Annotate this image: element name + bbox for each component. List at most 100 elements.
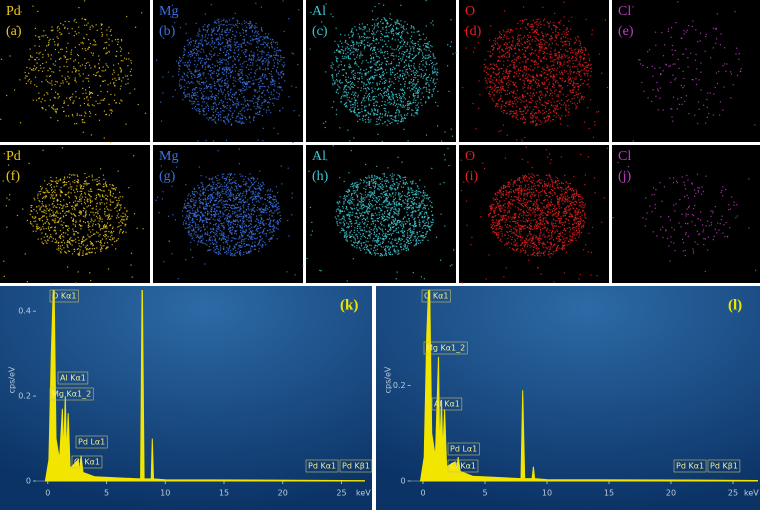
dot bbox=[523, 72, 525, 74]
dot bbox=[51, 188, 53, 190]
dot bbox=[245, 83, 247, 85]
dot bbox=[386, 99, 389, 101]
dot bbox=[232, 60, 234, 62]
dot bbox=[500, 33, 502, 36]
dot bbox=[253, 116, 255, 118]
dot bbox=[377, 17, 379, 19]
dot bbox=[374, 110, 376, 112]
dot bbox=[347, 99, 349, 101]
dot bbox=[497, 60, 499, 62]
dot bbox=[351, 36, 353, 38]
dot bbox=[228, 31, 230, 34]
dot bbox=[205, 39, 207, 41]
dot bbox=[262, 74, 264, 76]
dot bbox=[220, 91, 222, 93]
dot bbox=[193, 100, 195, 102]
dot bbox=[6, 94, 8, 97]
dot bbox=[391, 61, 393, 63]
dot bbox=[244, 38, 246, 40]
dot bbox=[517, 44, 519, 46]
dot bbox=[238, 101, 240, 103]
dot bbox=[279, 74, 281, 76]
dot bbox=[73, 67, 75, 69]
dot bbox=[541, 68, 543, 70]
dot bbox=[200, 61, 202, 63]
dot bbox=[194, 105, 197, 107]
dot bbox=[398, 31, 400, 34]
dot bbox=[254, 38, 256, 40]
dot bbox=[210, 70, 212, 72]
dot bbox=[69, 58, 72, 60]
dot bbox=[577, 96, 579, 98]
dot bbox=[212, 78, 214, 80]
dot bbox=[71, 113, 73, 116]
dot bbox=[91, 104, 94, 106]
dot bbox=[546, 110, 548, 113]
dot bbox=[514, 68, 516, 70]
dot bbox=[205, 97, 207, 99]
dot bbox=[228, 121, 230, 123]
dot bbox=[573, 43, 575, 45]
dot bbox=[234, 52, 236, 54]
dot bbox=[655, 31, 657, 33]
dot bbox=[525, 61, 527, 63]
dot bbox=[208, 66, 210, 68]
dot bbox=[400, 60, 402, 62]
dot bbox=[357, 94, 359, 96]
dot bbox=[680, 37, 682, 39]
dot bbox=[246, 34, 248, 36]
dot bbox=[524, 121, 526, 123]
dot bbox=[503, 54, 505, 56]
dot bbox=[499, 36, 501, 38]
dot bbox=[566, 61, 568, 63]
dot bbox=[550, 39, 552, 41]
dot bbox=[373, 78, 375, 80]
dot bbox=[257, 107, 259, 109]
dot bbox=[415, 104, 417, 106]
dot bbox=[224, 94, 227, 96]
dot bbox=[429, 89, 431, 91]
dot bbox=[546, 73, 548, 76]
dot bbox=[207, 119, 210, 121]
dot bbox=[542, 83, 544, 85]
dot bbox=[108, 44, 110, 46]
dot bbox=[0, 118, 2, 120]
dot bbox=[515, 45, 517, 47]
dot bbox=[249, 20, 251, 23]
dot bbox=[41, 197, 44, 199]
dot bbox=[498, 31, 501, 33]
dot bbox=[353, 137, 355, 139]
dot bbox=[417, 102, 419, 104]
dot bbox=[101, 238, 104, 240]
dot bbox=[570, 47, 572, 49]
dot bbox=[375, 101, 377, 103]
dot bbox=[210, 87, 212, 89]
dot bbox=[35, 35, 37, 37]
dot bbox=[246, 26, 248, 28]
dot bbox=[512, 40, 514, 42]
dot bbox=[29, 55, 32, 57]
dot bbox=[74, 179, 76, 181]
dot bbox=[274, 85, 276, 87]
dot bbox=[340, 101, 342, 103]
dot bbox=[378, 94, 380, 96]
dot bbox=[530, 54, 532, 56]
dot bbox=[362, 118, 364, 120]
dot bbox=[243, 85, 245, 88]
dot bbox=[203, 51, 205, 53]
dot bbox=[247, 41, 249, 43]
dot bbox=[191, 91, 193, 93]
dot bbox=[208, 58, 210, 60]
dot bbox=[376, 39, 378, 41]
dot bbox=[510, 70, 512, 73]
dot bbox=[49, 99, 51, 101]
dot bbox=[188, 93, 190, 95]
dot bbox=[502, 29, 504, 31]
dot bbox=[352, 86, 354, 88]
dot bbox=[566, 55, 568, 57]
dot bbox=[381, 39, 383, 41]
dot bbox=[240, 89, 242, 91]
dot bbox=[551, 42, 553, 44]
dot bbox=[350, 77, 352, 79]
dot bbox=[234, 110, 236, 112]
